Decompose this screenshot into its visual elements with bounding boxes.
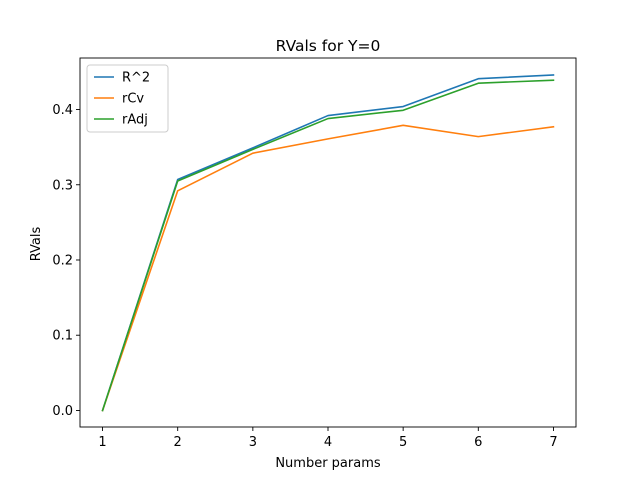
x-tick-label: 7 — [549, 435, 557, 450]
x-tick-label: 2 — [174, 435, 182, 450]
x-tick-label: 6 — [474, 435, 482, 450]
y-tick-label: 0.0 — [52, 404, 73, 419]
legend-box — [86, 64, 169, 133]
series-line-r-2 — [101, 74, 555, 412]
x-tick-label: 3 — [249, 435, 257, 450]
x-axis-label: Number params — [275, 456, 381, 471]
y-axis-label: RVals — [29, 226, 44, 261]
chart-title: RVals for Y=0 — [276, 37, 381, 55]
y-tick-label: 0.4 — [52, 103, 73, 118]
series-line-radj — [101, 79, 555, 412]
y-tick-label: 0.1 — [52, 329, 73, 344]
plot-area: 1 2 3 4 5 6 7 0.0 0.1 0.2 0.3 0.4 R^2 rCv rAdj — [52, 57, 577, 450]
x-tick-label: 4 — [324, 435, 332, 450]
y-tick-label: 0.2 — [52, 253, 73, 268]
legend-label-rcv: rCv — [122, 92, 144, 107]
legend-label-radj: rAdj — [122, 113, 148, 128]
legend: R^2 rCv rAdj — [86, 64, 169, 133]
x-tick-label: 1 — [98, 435, 106, 450]
y-tick-label: 0.3 — [52, 178, 73, 193]
x-tick-label: 5 — [399, 435, 407, 450]
legend-label-r-2: R^2 — [122, 71, 150, 86]
series-line-rcv — [101, 124, 555, 412]
